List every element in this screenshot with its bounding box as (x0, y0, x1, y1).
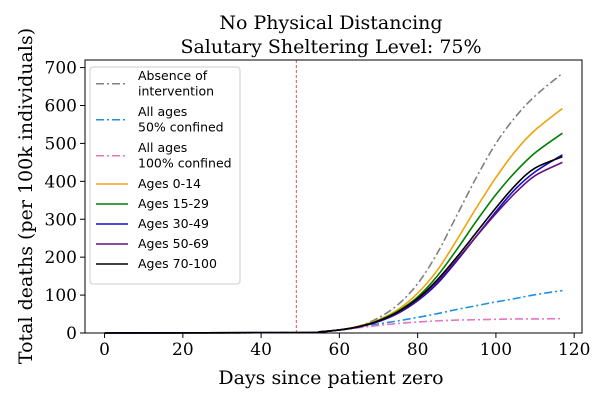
plot-frame (84, 59, 583, 334)
chart-title: No Physical Distancing (219, 12, 442, 34)
x-tick-label: 120 (558, 340, 590, 360)
y-tick-label: 400 (45, 172, 77, 192)
x-tick-label: 20 (172, 340, 194, 360)
x-tick-label: 60 (329, 340, 351, 360)
y-axis: 0 100 200 300 400 500 600 700 (45, 59, 85, 344)
legend-label-3: Ages 0-14 (138, 176, 201, 191)
legend-label-2: 100% confined (138, 156, 232, 171)
legend-label-0: Absence of (138, 68, 208, 83)
legend-label-4: Ages 15-29 (138, 196, 209, 211)
x-tick-label: 40 (250, 340, 272, 360)
legend-label-7: Ages 70-100 (138, 256, 217, 271)
x-axis-label: Days since patient zero (218, 367, 443, 389)
x-tick-label: 100 (480, 340, 512, 360)
y-axis-label: Total deaths (per 100k individuals) (15, 28, 37, 364)
series-layer (104, 72, 563, 334)
y-tick-label: 500 (45, 134, 77, 154)
y-tick-label: 200 (45, 248, 77, 268)
legend-box (89, 66, 241, 285)
legend-label-5: Ages 30-49 (138, 216, 209, 231)
y-tick-label: 0 (66, 324, 77, 344)
legend-label-1: All ages (138, 104, 187, 119)
chart-subtitle: Salutary Sheltering Level: 75% (180, 36, 481, 58)
y-tick-label: 700 (45, 59, 77, 79)
y-tick-label: 300 (45, 210, 77, 230)
y-tick-label: 600 (45, 97, 77, 117)
x-tick-label: 0 (99, 340, 110, 360)
series-line-7 (104, 155, 563, 334)
legend-label-1: 50% confined (138, 120, 224, 135)
x-axis: 0 20 40 60 80 100 120 (99, 333, 590, 360)
legend-label-0: intervention (138, 84, 214, 99)
legend-label-2: All ages (138, 140, 187, 155)
y-tick-label: 100 (45, 286, 77, 306)
x-tick-label: 80 (407, 340, 429, 360)
legend-label-6: Ages 50-69 (138, 236, 209, 251)
